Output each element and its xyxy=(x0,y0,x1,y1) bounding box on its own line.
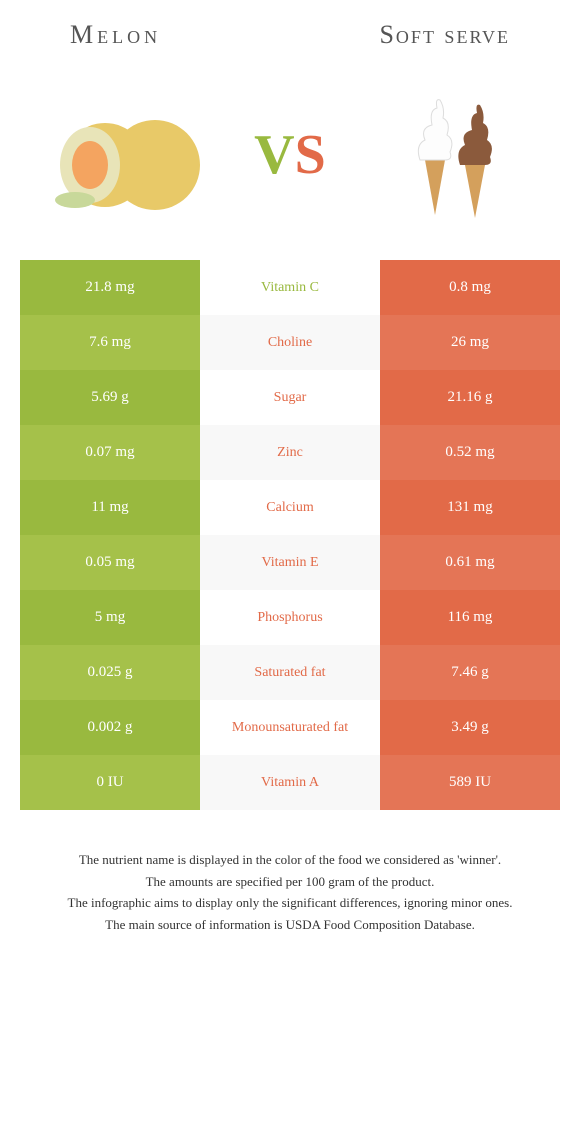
value-left: 5.69 g xyxy=(20,370,200,425)
food-title-left: Melon xyxy=(70,20,161,50)
footer-line: The main source of information is USDA F… xyxy=(40,915,540,935)
nutrient-label: Monounsaturated fat xyxy=(200,700,380,755)
value-left: 0.07 mg xyxy=(20,425,200,480)
vs-label: VS xyxy=(254,123,326,187)
footer-line: The nutrient name is displayed in the co… xyxy=(40,850,540,870)
value-left: 0 IU xyxy=(20,755,200,810)
value-left: 5 mg xyxy=(20,590,200,645)
vs-v: V xyxy=(254,124,294,186)
table-row: 0.002 gMonounsaturated fat3.49 g xyxy=(20,700,560,755)
table-row: 5 mgPhosphorus116 mg xyxy=(20,590,560,645)
value-right: 116 mg xyxy=(380,590,560,645)
footer-line: The amounts are specified per 100 gram o… xyxy=(40,872,540,892)
vs-s: S xyxy=(295,124,326,186)
nutrient-label: Vitamin C xyxy=(200,260,380,315)
table-row: 0 IUVitamin A589 IU xyxy=(20,755,560,810)
nutrient-label: Zinc xyxy=(200,425,380,480)
value-right: 131 mg xyxy=(380,480,560,535)
value-right: 0.52 mg xyxy=(380,425,560,480)
value-right: 26 mg xyxy=(380,315,560,370)
nutrient-label: Phosphorus xyxy=(200,590,380,645)
value-left: 0.05 mg xyxy=(20,535,200,590)
header: Melon Soft serve xyxy=(20,20,560,50)
nutrient-label: Calcium xyxy=(200,480,380,535)
nutrient-label: Choline xyxy=(200,315,380,370)
value-right: 3.49 g xyxy=(380,700,560,755)
value-left: 11 mg xyxy=(20,480,200,535)
value-left: 21.8 mg xyxy=(20,260,200,315)
images-row: VS xyxy=(20,80,560,230)
nutrient-label: Vitamin E xyxy=(200,535,380,590)
value-left: 0.025 g xyxy=(20,645,200,700)
softserve-image xyxy=(375,90,535,220)
table-row: 11 mgCalcium131 mg xyxy=(20,480,560,535)
value-right: 7.46 g xyxy=(380,645,560,700)
footer-line: The infographic aims to display only the… xyxy=(40,893,540,913)
table-row: 0.05 mgVitamin E0.61 mg xyxy=(20,535,560,590)
nutrient-label: Saturated fat xyxy=(200,645,380,700)
food-title-right: Soft serve xyxy=(379,20,510,50)
nutrient-table: 21.8 mgVitamin C0.8 mg7.6 mgCholine26 mg… xyxy=(20,260,560,810)
value-left: 0.002 g xyxy=(20,700,200,755)
table-row: 0.07 mgZinc0.52 mg xyxy=(20,425,560,480)
value-right: 589 IU xyxy=(380,755,560,810)
value-right: 0.61 mg xyxy=(380,535,560,590)
value-left: 7.6 mg xyxy=(20,315,200,370)
value-right: 0.8 mg xyxy=(380,260,560,315)
table-row: 21.8 mgVitamin C0.8 mg xyxy=(20,260,560,315)
table-row: 5.69 gSugar21.16 g xyxy=(20,370,560,425)
value-right: 21.16 g xyxy=(380,370,560,425)
nutrient-label: Vitamin A xyxy=(200,755,380,810)
table-row: 7.6 mgCholine26 mg xyxy=(20,315,560,370)
table-row: 0.025 gSaturated fat7.46 g xyxy=(20,645,560,700)
nutrient-label: Sugar xyxy=(200,370,380,425)
melon-image xyxy=(45,90,205,220)
footer-notes: The nutrient name is displayed in the co… xyxy=(20,850,560,934)
